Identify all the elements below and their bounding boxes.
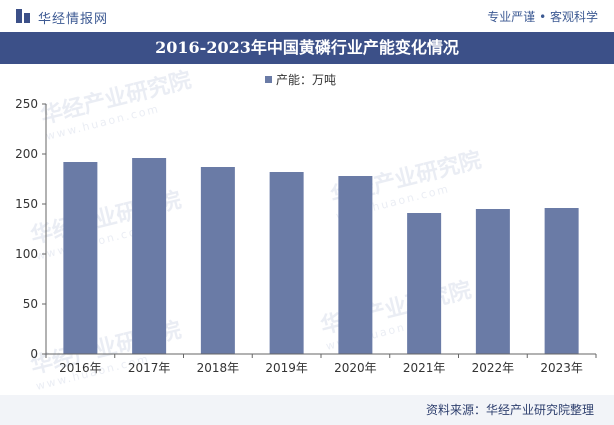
bar <box>407 213 442 354</box>
y-tick-label: 100 <box>15 247 38 261</box>
y-tick-label: 50 <box>23 297 38 311</box>
x-axis: 2016年 2017年 2018年 2019年 2020年 2021年 2022年 2023年 <box>45 353 597 375</box>
bar <box>475 209 510 354</box>
legend-label: 产能：万吨 <box>276 73 336 87</box>
footer: 资料来源：华经产业研究院整理 <box>0 395 614 425</box>
bar <box>63 162 98 354</box>
x-tick-label: 2018年 <box>197 361 240 375</box>
x-tick-label: 2016年 <box>59 361 102 375</box>
chart-title: 2016-2023年中国黄磷行业产能变化情况 <box>155 38 459 57</box>
legend-swatch <box>265 76 272 83</box>
data-source: 资料来源：华经产业研究院整理 <box>425 403 594 417</box>
y-tick-label: 200 <box>15 147 38 161</box>
x-tick-label: 2022年 <box>472 361 515 375</box>
x-tick-label: 2017年 <box>128 361 171 375</box>
bars <box>63 158 579 354</box>
bar <box>132 158 167 354</box>
bar <box>544 208 579 354</box>
x-tick-label: 2023年 <box>540 361 583 375</box>
brand-slogan: 专业严谨 • 客观科学 <box>487 10 598 24</box>
x-tick-label: 2019年 <box>265 361 308 375</box>
x-tick-label: 2021年 <box>403 361 446 375</box>
bar <box>338 176 373 354</box>
y-axis: 0 50 100 150 200 250 <box>15 97 47 361</box>
brand-logo-icon <box>16 9 30 23</box>
y-tick-label: 0 <box>30 347 38 361</box>
y-tick-label: 250 <box>15 97 38 111</box>
bar <box>269 172 304 354</box>
brand-name: 华经情报网 <box>38 12 109 27</box>
bar <box>200 167 235 354</box>
title-bar: 2016-2023年中国黄磷行业产能变化情况 <box>0 32 614 64</box>
x-tick-label: 2020年 <box>334 361 377 375</box>
top-bar: 华经情报网 专业严谨 • 客观科学 <box>0 0 614 32</box>
y-tick-label: 150 <box>15 197 38 211</box>
